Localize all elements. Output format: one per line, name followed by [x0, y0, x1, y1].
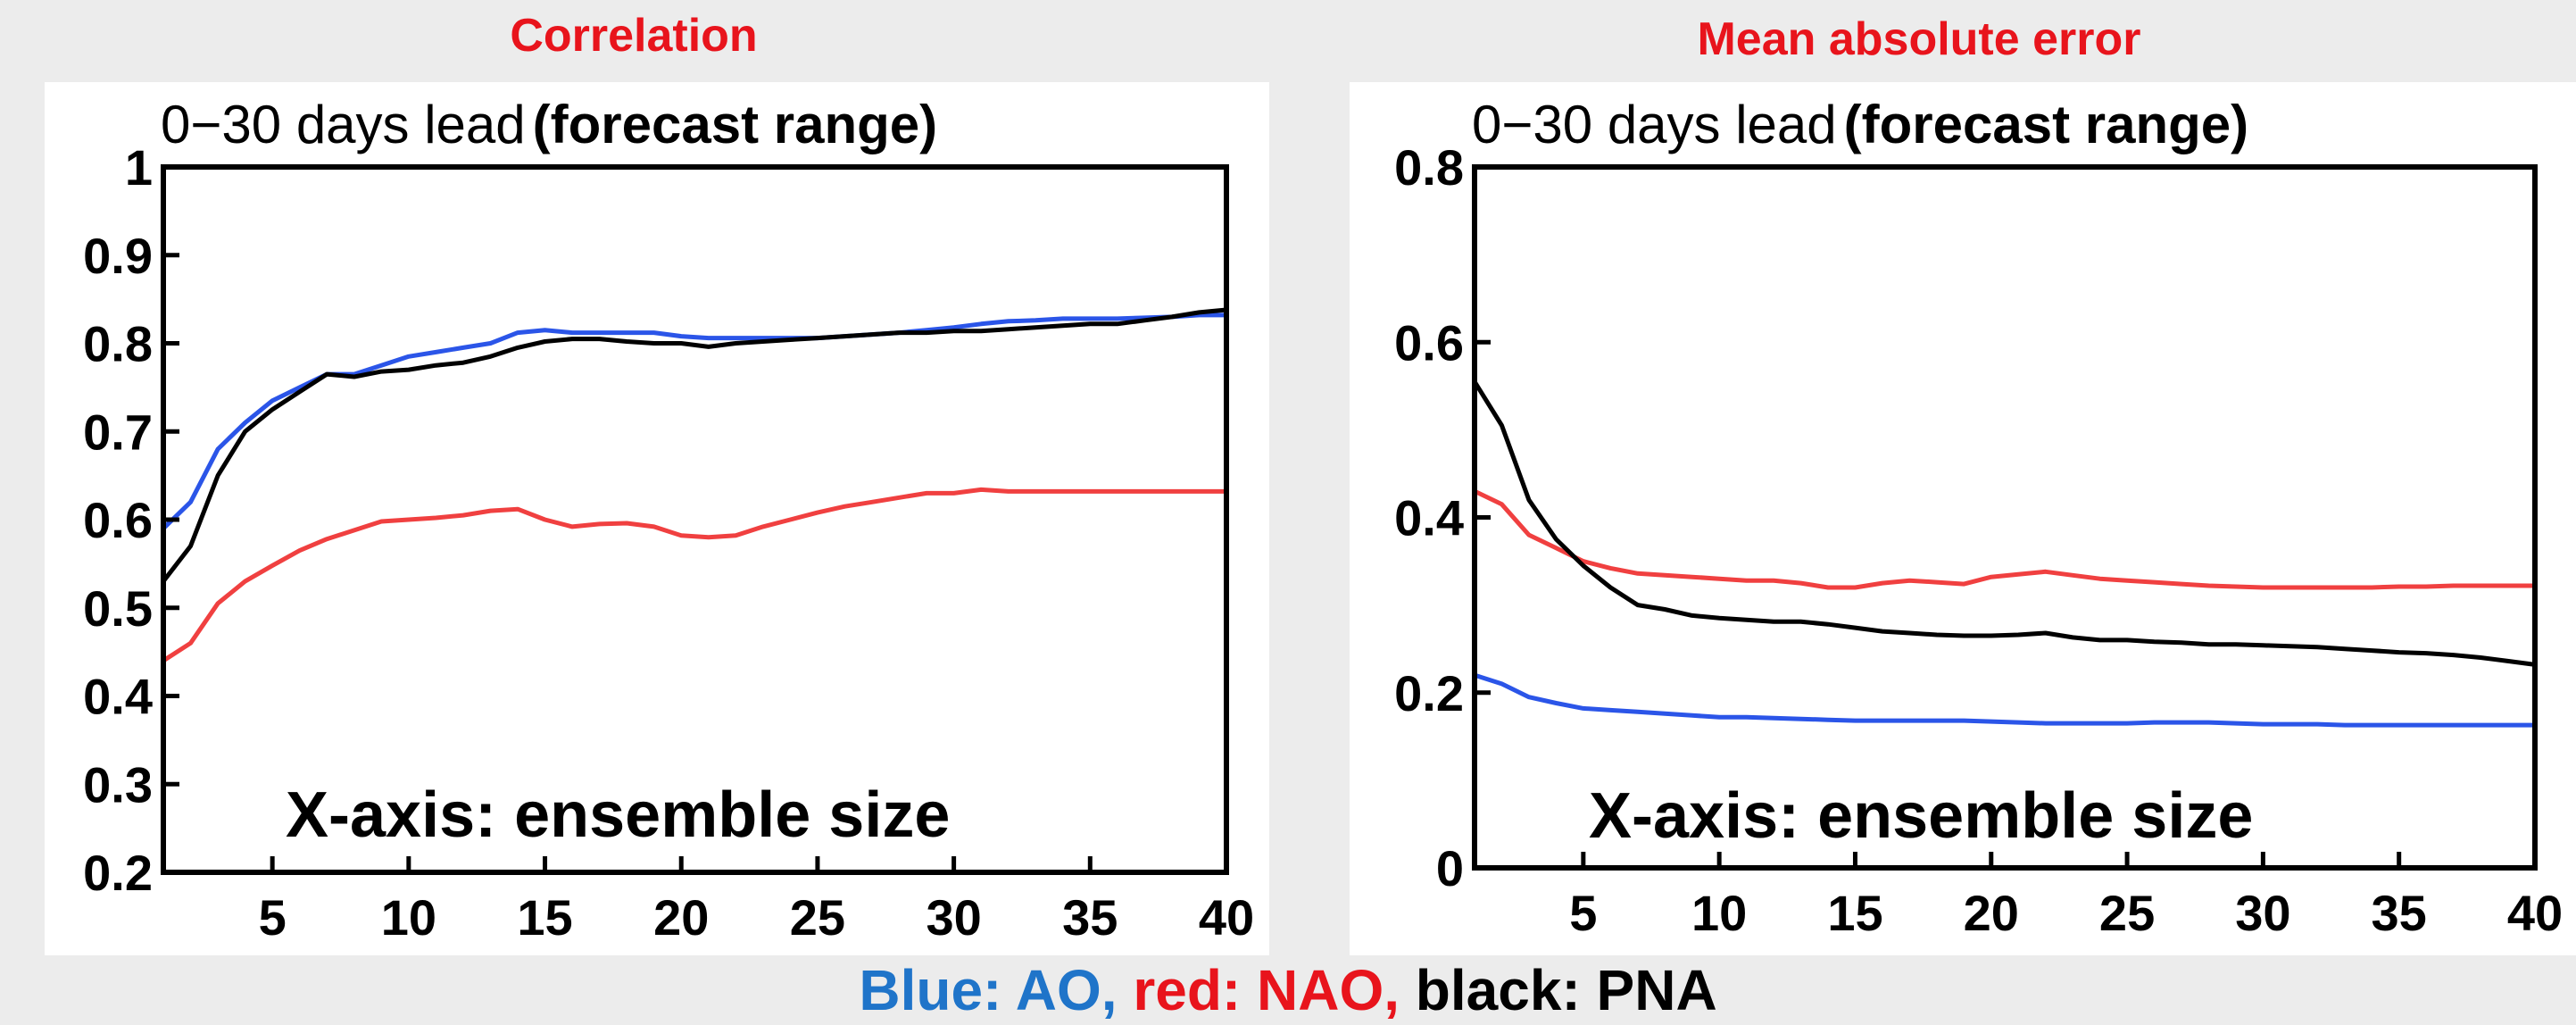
x-tick-label: 40 — [2507, 885, 2563, 941]
series-line-nao — [163, 489, 1226, 661]
left-panel-caption: Correlation — [339, 9, 928, 62]
chart-title: 0−30 days lead (forecast range) — [1472, 95, 2248, 154]
series-line-nao — [1475, 491, 2535, 588]
x-tick-label: 5 — [259, 889, 287, 946]
chart-title: 0−30 days lead (forecast range) — [161, 95, 937, 154]
y-tick-label: 0.4 — [1394, 490, 1464, 546]
plot-frame — [163, 167, 1226, 872]
y-tick-label: 0.8 — [83, 316, 153, 372]
y-tick-label: 0.6 — [1394, 314, 1464, 371]
right-panel-caption: Mean absolute error — [1508, 12, 2330, 66]
x-tick-label: 30 — [2235, 885, 2290, 941]
chart-title-suffix: (forecast range) — [533, 95, 937, 154]
x-tick-label: 15 — [1827, 885, 1882, 941]
x-tick-label: 35 — [2372, 885, 2427, 941]
series-legend: Blue: AO, red: NAO, black: PNA — [0, 957, 2576, 1023]
y-tick-label: 0.8 — [1394, 139, 1464, 196]
chart-title-text: 0−30 days lead — [1472, 95, 1837, 154]
series-line-pna — [1475, 381, 2535, 664]
legend-pna: black: PNA — [1416, 958, 1717, 1022]
y-tick-label: 0.2 — [1394, 665, 1464, 721]
x-tick-label: 20 — [1964, 885, 2019, 941]
x-tick-label: 10 — [381, 889, 436, 946]
chart-title-text: 0−30 days lead — [161, 95, 526, 154]
legend-ao: Blue: AO, — [859, 958, 1117, 1022]
y-tick-label: 0.9 — [83, 228, 153, 284]
x-tick-label: 20 — [653, 889, 709, 946]
x-tick-label: 15 — [517, 889, 572, 946]
y-tick-label: 0.3 — [83, 756, 153, 812]
y-tick-label: 0.6 — [83, 492, 153, 548]
plot-frame — [1475, 167, 2535, 868]
y-tick-label: 0.5 — [83, 580, 153, 637]
series-group — [163, 310, 1226, 661]
series-group — [1475, 381, 2535, 725]
y-tick-label: 0.2 — [83, 845, 153, 901]
y-tick-label: 0.4 — [83, 669, 153, 725]
series-line-ao — [1475, 675, 2535, 725]
x-tick-label: 40 — [1199, 889, 1254, 946]
legend-nao: red: NAO, — [1133, 958, 1400, 1022]
x-axis-annotation: X-axis: ensemble size — [286, 779, 950, 851]
x-axis-annotation: X-axis: ensemble size — [1589, 780, 2253, 852]
mae-chart-panel: 0−30 days lead (forecast range) 0 0.2 0.4 0.6… — [1350, 82, 2576, 955]
y-tick-label: 0.7 — [83, 404, 153, 460]
x-tick-label: 25 — [2099, 885, 2155, 941]
y-tick-label: 1 — [125, 139, 153, 196]
x-tick-label: 30 — [926, 889, 981, 946]
x-tick-label: 5 — [1569, 885, 1597, 941]
x-tick-label: 10 — [1691, 885, 1747, 941]
y-tick-label: 0 — [1436, 840, 1464, 896]
correlation-chart: 0−30 days lead (forecast range) 0.2 0.3 0.4 0… — [45, 82, 1269, 955]
x-tick-label: 35 — [1062, 889, 1118, 946]
x-tick-label: 25 — [790, 889, 845, 946]
chart-title-suffix: (forecast range) — [1844, 95, 2248, 154]
mae-chart: 0−30 days lead (forecast range) 0 0.2 0.4 0.6… — [1350, 82, 2576, 955]
correlation-chart-panel: 0−30 days lead (forecast range) 0.2 0.3 0.4 0… — [45, 82, 1269, 955]
